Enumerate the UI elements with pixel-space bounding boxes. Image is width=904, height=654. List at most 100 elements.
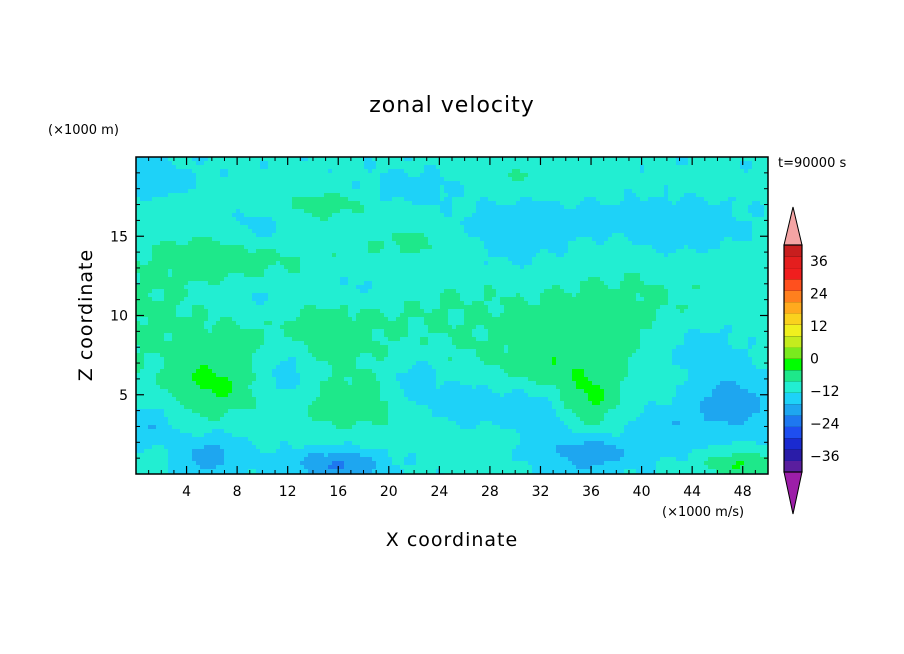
field-cell: [204, 157, 209, 162]
field-cell: [272, 277, 277, 282]
field-cell: [572, 277, 577, 282]
field-cell: [584, 197, 589, 202]
field-cell: [532, 157, 537, 162]
field-cell: [424, 177, 429, 182]
field-cell: [628, 233, 633, 238]
field-cell: [608, 189, 613, 194]
field-cell: [320, 281, 325, 286]
field-cell: [324, 201, 329, 206]
field-cell: [572, 185, 577, 190]
field-cell: [308, 157, 313, 162]
field-cell: [156, 221, 161, 226]
field-cell: [476, 177, 481, 182]
field-cell: [628, 217, 633, 222]
field-cell: [284, 157, 289, 162]
field-cell: [756, 173, 761, 178]
field-cell: [516, 165, 521, 170]
field-cell: [392, 201, 397, 206]
field-cell: [568, 181, 573, 186]
field-cell: [628, 229, 633, 234]
field-cell: [548, 165, 553, 170]
field-cell: [760, 157, 765, 162]
field-cell: [640, 209, 645, 214]
field-cell: [320, 225, 325, 230]
field-cell: [172, 277, 177, 282]
field-cell: [164, 213, 169, 218]
field-cell: [488, 225, 493, 230]
field-cell: [156, 181, 161, 186]
field-cell: [644, 233, 649, 238]
field-cell: [444, 197, 449, 202]
field-cell: [380, 213, 385, 218]
field-cell: [696, 217, 701, 222]
field-cell: [524, 161, 529, 166]
field-cell: [452, 173, 457, 178]
field-cell: [612, 257, 617, 262]
field-cell: [488, 257, 493, 262]
field-cell: [620, 253, 625, 258]
field-cell: [568, 209, 573, 214]
field-cell: [644, 249, 649, 254]
field-cell: [248, 229, 253, 234]
field-cell: [324, 205, 329, 210]
field-cell: [180, 201, 185, 206]
field-cell: [520, 229, 525, 234]
field-cell: [424, 169, 429, 174]
field-cell: [372, 165, 377, 170]
field-cell: [292, 253, 297, 258]
field-cell: [324, 273, 329, 278]
field-cell: [752, 269, 757, 274]
field-cell: [568, 273, 573, 278]
field-cell: [288, 157, 293, 162]
field-cell: [228, 197, 233, 202]
field-cell: [264, 269, 269, 274]
field-cell: [548, 269, 553, 274]
field-cell: [384, 169, 389, 174]
field-cell: [252, 213, 257, 218]
field-cell: [548, 241, 553, 246]
field-cell: [264, 229, 269, 234]
field-cell: [228, 161, 233, 166]
field-cell: [684, 185, 689, 190]
field-cell: [444, 173, 449, 178]
field-cell: [284, 217, 289, 222]
field-cell: [188, 173, 193, 178]
field-cell: [464, 189, 469, 194]
field-cell: [616, 221, 621, 226]
field-cell: [560, 185, 565, 190]
field-cell: [472, 177, 477, 182]
field-cell: [424, 213, 429, 218]
field-cell: [668, 233, 673, 238]
field-cell: [696, 261, 701, 266]
field-cell: [356, 241, 361, 246]
field-cell: [384, 257, 389, 262]
field-cell: [488, 189, 493, 194]
field-cell: [676, 249, 681, 254]
field-cell: [736, 157, 741, 162]
field-cell: [456, 181, 461, 186]
field-cell: [168, 281, 173, 286]
field-cell: [376, 269, 381, 274]
field-cell: [728, 201, 733, 206]
field-cell: [708, 193, 713, 198]
field-cell: [156, 273, 161, 278]
field-cell: [540, 201, 545, 206]
field-cell: [372, 265, 377, 270]
field-cell: [336, 221, 341, 226]
field-cell: [436, 217, 441, 222]
field-cell: [696, 245, 701, 250]
field-cell: [384, 157, 389, 162]
field-cell: [760, 209, 765, 214]
field-cell: [244, 185, 249, 190]
field-cell: [240, 177, 245, 182]
field-cell: [608, 221, 613, 226]
field-cell: [704, 269, 709, 274]
field-cell: [296, 157, 301, 162]
field-cell: [184, 245, 189, 250]
field-cell: [388, 229, 393, 234]
field-cell: [608, 237, 613, 242]
field-cell: [220, 241, 225, 246]
field-cell: [228, 177, 233, 182]
field-cell: [400, 217, 405, 222]
field-cell: [720, 181, 725, 186]
